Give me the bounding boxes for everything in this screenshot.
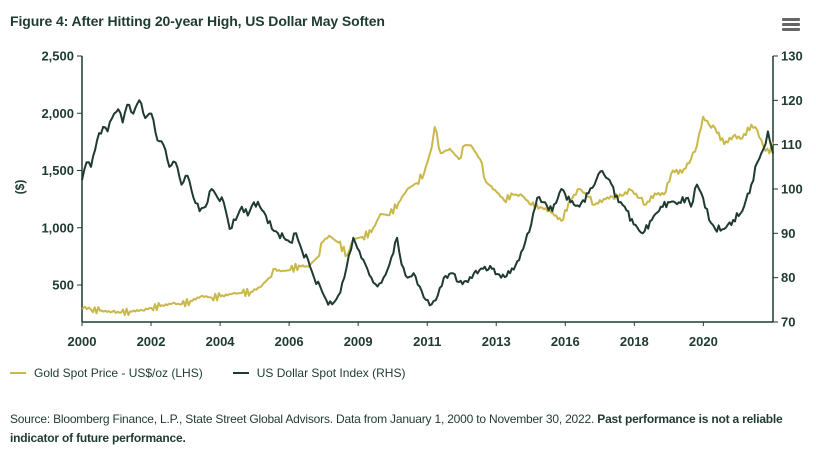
x-tick-label: 2011 bbox=[413, 334, 441, 349]
right-tick-label: 80 bbox=[781, 270, 795, 285]
left-tick-label: 1,500 bbox=[41, 163, 74, 178]
x-tick-label: 2000 bbox=[68, 334, 97, 349]
x-tick-label: 2020 bbox=[689, 334, 718, 349]
legend: Gold Spot Price - US$/oz (LHS) US Dollar… bbox=[10, 366, 435, 380]
line-chart: 500 1,000 1,500 2,000 2,500 70 80 90 100 110 120 1… bbox=[13, 49, 803, 350]
y-axis-title: ($) bbox=[13, 180, 27, 195]
x-tick-label: 2006 bbox=[275, 334, 304, 349]
axes: 500 1,000 1,500 2,000 2,500 70 80 90 100 110 120 1… bbox=[13, 49, 803, 350]
legend-item-gold[interactable]: Gold Spot Price - US$/oz (LHS) bbox=[10, 366, 203, 380]
legend-item-usd[interactable]: US Dollar Spot Index (RHS) bbox=[232, 366, 406, 380]
right-tick-label: 120 bbox=[781, 93, 803, 108]
x-tick-label: 2013 bbox=[482, 334, 511, 349]
menu-bar bbox=[782, 23, 800, 26]
right-tick-label: 90 bbox=[781, 226, 795, 241]
chart-title: Figure 4: After Hitting 20-year High, US… bbox=[10, 13, 385, 29]
x-tick-label: 2009 bbox=[344, 334, 373, 349]
gold-spot-price-line[interactable] bbox=[81, 115, 774, 316]
left-tick-label: 1,000 bbox=[41, 220, 74, 235]
source-note: Source: Bloomberg Finance, L.P., State S… bbox=[10, 410, 800, 448]
right-tick-label: 100 bbox=[781, 182, 803, 197]
left-tick-label: 2,000 bbox=[41, 106, 74, 121]
right-tick-label: 130 bbox=[781, 49, 803, 64]
disclaimer-text: Past performance is not a reliable indic… bbox=[10, 412, 783, 445]
right-tick-label: 70 bbox=[781, 315, 795, 330]
x-tick-label: 2002 bbox=[137, 334, 166, 349]
legend-swatch-gold bbox=[10, 372, 26, 374]
right-tick-label: 110 bbox=[781, 137, 802, 152]
x-tick-label: 2004 bbox=[206, 334, 236, 349]
left-tick-label: 500 bbox=[52, 278, 74, 293]
usd-spot-index-line[interactable] bbox=[81, 99, 774, 307]
source-text: Source: Bloomberg Finance, L.P., State S… bbox=[10, 412, 595, 426]
menu-bar bbox=[782, 18, 800, 21]
x-tick-label: 2018 bbox=[620, 334, 649, 349]
x-tick-label: 2016 bbox=[551, 334, 580, 349]
series-layer bbox=[81, 99, 774, 316]
hamburger-menu-icon[interactable] bbox=[782, 18, 800, 32]
menu-bar bbox=[782, 28, 800, 31]
left-tick-label: 2,500 bbox=[41, 49, 74, 64]
legend-swatch-usd bbox=[232, 372, 249, 374]
legend-label-usd: US Dollar Spot Index (RHS) bbox=[256, 366, 406, 380]
legend-label-gold: Gold Spot Price - US$/oz (LHS) bbox=[34, 366, 203, 380]
